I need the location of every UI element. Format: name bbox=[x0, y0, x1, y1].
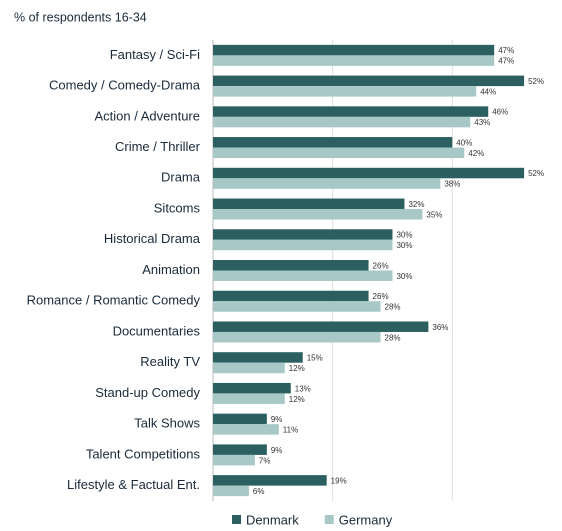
bar bbox=[213, 167, 525, 179]
bar bbox=[213, 362, 285, 374]
bar bbox=[213, 198, 405, 210]
value-label: 52% bbox=[528, 77, 544, 86]
bar bbox=[213, 454, 255, 466]
bar bbox=[213, 106, 489, 117]
value-label: 19% bbox=[331, 476, 347, 485]
bar bbox=[213, 475, 327, 486]
value-label: 52% bbox=[528, 169, 544, 178]
category-label: Comedy / Comedy-Drama bbox=[49, 78, 201, 93]
bar bbox=[213, 393, 285, 404]
value-label: 26% bbox=[373, 292, 389, 301]
bar bbox=[213, 270, 393, 281]
value-label: 47% bbox=[498, 46, 514, 55]
category-label: Fantasy / Sci-Fi bbox=[110, 47, 200, 62]
value-label: 13% bbox=[295, 384, 311, 393]
value-label: 28% bbox=[385, 303, 401, 312]
bar bbox=[213, 116, 471, 128]
legend-label: Denmark bbox=[246, 512, 299, 527]
value-label: 30% bbox=[396, 231, 412, 240]
category-label: Documentaries bbox=[113, 323, 201, 338]
value-label: 47% bbox=[498, 57, 514, 66]
value-label: 9% bbox=[271, 446, 283, 455]
value-label: 12% bbox=[289, 395, 305, 404]
bar bbox=[213, 382, 291, 394]
value-label: 40% bbox=[456, 138, 472, 147]
bar bbox=[213, 301, 381, 312]
bar bbox=[213, 239, 393, 251]
bar bbox=[213, 229, 393, 240]
value-label: 9% bbox=[271, 415, 283, 424]
value-label: 43% bbox=[474, 118, 490, 127]
category-label: Drama bbox=[161, 170, 201, 185]
value-label: 28% bbox=[385, 333, 401, 342]
value-label: 7% bbox=[259, 456, 271, 465]
bar bbox=[213, 55, 495, 66]
category-label: Talent Competitions bbox=[86, 446, 201, 461]
value-label: 38% bbox=[444, 180, 460, 189]
value-label: 35% bbox=[426, 210, 442, 219]
category-label: Reality TV bbox=[140, 354, 200, 369]
value-label: 42% bbox=[468, 149, 484, 158]
legend-label: Germany bbox=[339, 512, 393, 527]
bar bbox=[213, 413, 267, 425]
value-label: 15% bbox=[307, 354, 323, 363]
bar bbox=[213, 290, 369, 302]
bar bbox=[213, 86, 477, 97]
bar bbox=[213, 209, 423, 220]
bar bbox=[213, 424, 279, 435]
bar bbox=[213, 44, 495, 56]
value-label: 46% bbox=[492, 108, 508, 117]
category-label: Sitcoms bbox=[154, 200, 201, 215]
category-label: Stand-up Comedy bbox=[95, 385, 200, 400]
bar bbox=[213, 178, 441, 189]
category-label: Animation bbox=[142, 262, 200, 277]
value-label: 44% bbox=[480, 87, 496, 96]
value-label: 6% bbox=[253, 487, 265, 496]
category-label: Action / Adventure bbox=[94, 108, 200, 123]
bar bbox=[213, 147, 465, 159]
category-label: Talk Shows bbox=[134, 416, 200, 431]
category-label: Lifestyle & Factual Ent. bbox=[67, 477, 200, 492]
value-label: 30% bbox=[396, 241, 412, 250]
bar bbox=[213, 444, 267, 455]
value-label: 36% bbox=[432, 323, 448, 332]
value-label: 30% bbox=[396, 272, 412, 281]
value-label: 11% bbox=[283, 426, 298, 435]
bar bbox=[213, 321, 429, 332]
value-label: 26% bbox=[373, 261, 389, 270]
category-label: Crime / Thriller bbox=[115, 139, 201, 154]
category-label: Romance / Romantic Comedy bbox=[27, 293, 201, 308]
bar bbox=[213, 331, 381, 343]
value-label: 12% bbox=[289, 364, 305, 373]
value-label: 32% bbox=[408, 200, 424, 209]
legend-swatch bbox=[324, 515, 334, 524]
bar bbox=[213, 260, 369, 271]
bar bbox=[213, 137, 453, 148]
bar bbox=[213, 485, 249, 497]
bar bbox=[213, 75, 525, 87]
legend-swatch bbox=[232, 515, 241, 524]
bar bbox=[213, 352, 303, 363]
chart-title: % of respondents 16-34 bbox=[14, 10, 147, 24]
category-label: Historical Drama bbox=[104, 231, 201, 246]
